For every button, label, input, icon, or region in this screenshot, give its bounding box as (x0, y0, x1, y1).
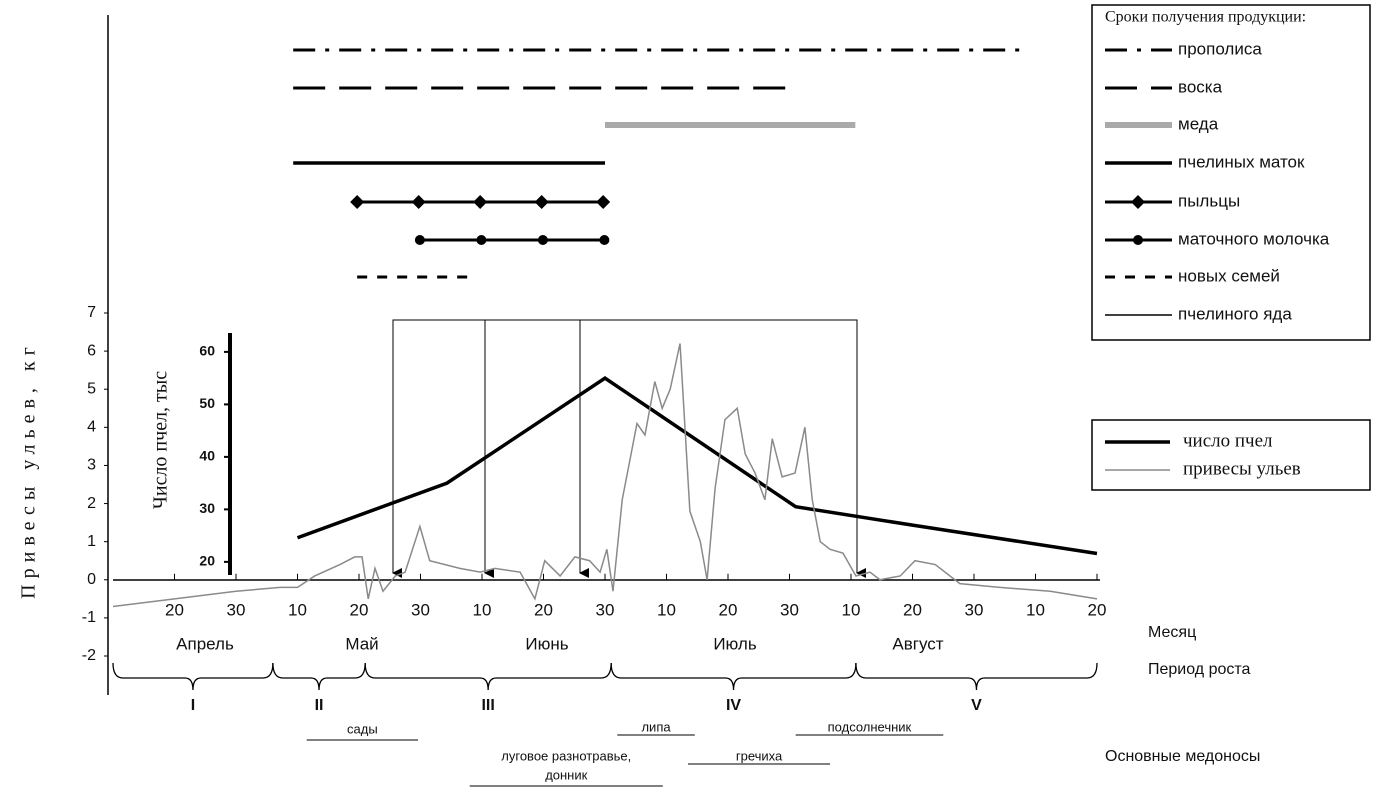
honey-plant-label: сады (347, 721, 378, 736)
month-label: Май (345, 634, 378, 653)
period-label: I (191, 697, 195, 714)
y2-tick-label: 20 (199, 553, 215, 569)
y-tick-label: -2 (82, 647, 96, 664)
x-tick-label: 30 (596, 600, 615, 619)
period-brace (112, 662, 274, 691)
x-tick-label: 20 (350, 600, 369, 619)
marker (473, 195, 488, 209)
honey-plant-label: липа (641, 719, 671, 734)
x-tick-label: 30 (227, 600, 246, 619)
marker (414, 235, 425, 245)
periods-label: Период роста (1148, 661, 1251, 678)
y-tick-label: 5 (87, 380, 96, 397)
y-tick-label: 0 (87, 571, 96, 588)
y2-tick-label: 50 (199, 395, 215, 411)
marker (476, 235, 487, 245)
period-brace (364, 662, 612, 691)
honey-plant-label: подсолнечник (828, 719, 912, 734)
period-label: II (315, 697, 324, 714)
y2-tick-label: 40 (199, 448, 215, 464)
x-tick-label: 30 (965, 600, 984, 619)
legend-label: пчелиных маток (1178, 152, 1305, 171)
y-tick-label: -1 (82, 609, 96, 626)
y-tick-label: 4 (87, 419, 96, 436)
y-tick-label: 2 (87, 495, 96, 512)
legend-label: пчелиного яда (1178, 304, 1292, 323)
x-tick-label: 10 (842, 600, 861, 619)
y2-tick-label: 60 (199, 343, 215, 359)
period-label: III (481, 697, 494, 714)
y-tick-label: 6 (87, 342, 96, 359)
legend-label: прополиса (1178, 39, 1262, 58)
legend-label: привесы ульев (1183, 458, 1301, 479)
legend-title: Сроки получения продукции: (1105, 9, 1306, 26)
legend-label: пыльцы (1178, 191, 1240, 210)
x-tick-label: 10 (288, 600, 307, 619)
legend-box (1091, 419, 1371, 491)
legend-label: воска (1178, 77, 1223, 96)
y-tick-label: 3 (87, 457, 96, 474)
x-tick-label: 30 (411, 600, 430, 619)
x-tick-label: 10 (1026, 600, 1045, 619)
marker (596, 195, 611, 209)
y2-axis-title: Число пчел, тыс (150, 371, 172, 509)
marker (534, 195, 549, 209)
x-tick-label: 10 (657, 600, 676, 619)
legend-label: маточного молочка (1178, 229, 1330, 248)
period-brace (272, 662, 366, 691)
month-label: Июль (713, 634, 757, 653)
honey-plant-label: гречиха (736, 748, 783, 763)
legend-label: меда (1178, 114, 1219, 133)
legend-label: новых семей (1178, 266, 1280, 285)
arrow-frame (392, 319, 866, 578)
month-label: Июнь (525, 634, 568, 653)
arrows (392, 319, 866, 578)
x-tick-label: 20 (903, 600, 922, 619)
y2-tick-label: 30 (199, 500, 215, 516)
x-tick-label: 20 (719, 600, 738, 619)
x-tick-label: 20 (534, 600, 553, 619)
x-tick-label: 30 (780, 600, 799, 619)
marker (537, 235, 548, 245)
period-label: V (971, 697, 982, 714)
y-axis-title: Привесы ульев, кг (18, 341, 40, 599)
marker (599, 235, 610, 245)
honey-plants-label: Основные медоносы (1105, 748, 1260, 765)
x-tick-label: 10 (473, 600, 492, 619)
legend-box (1091, 4, 1371, 341)
series-line (112, 343, 1098, 608)
marker (1131, 195, 1145, 209)
period-label: IV (726, 697, 741, 714)
months-label: Месяц (1148, 624, 1196, 641)
marker (350, 195, 365, 209)
month-label: Апрель (176, 634, 234, 653)
y-tick-label: 1 (87, 533, 96, 550)
honey-plant-label: донник (545, 767, 587, 782)
series-line (296, 376, 1098, 556)
honey-plant-label: луговое разнотравье, (501, 748, 631, 763)
x-tick-label: 20 (165, 600, 184, 619)
y-tick-label: 7 (87, 304, 96, 321)
period-brace (855, 662, 1098, 691)
marker (411, 195, 426, 209)
legend-label: число пчел (1183, 430, 1273, 451)
x-tick-label: 20 (1088, 600, 1107, 619)
month-label: Август (892, 634, 943, 653)
period-brace (610, 662, 857, 691)
marker (1133, 235, 1143, 245)
